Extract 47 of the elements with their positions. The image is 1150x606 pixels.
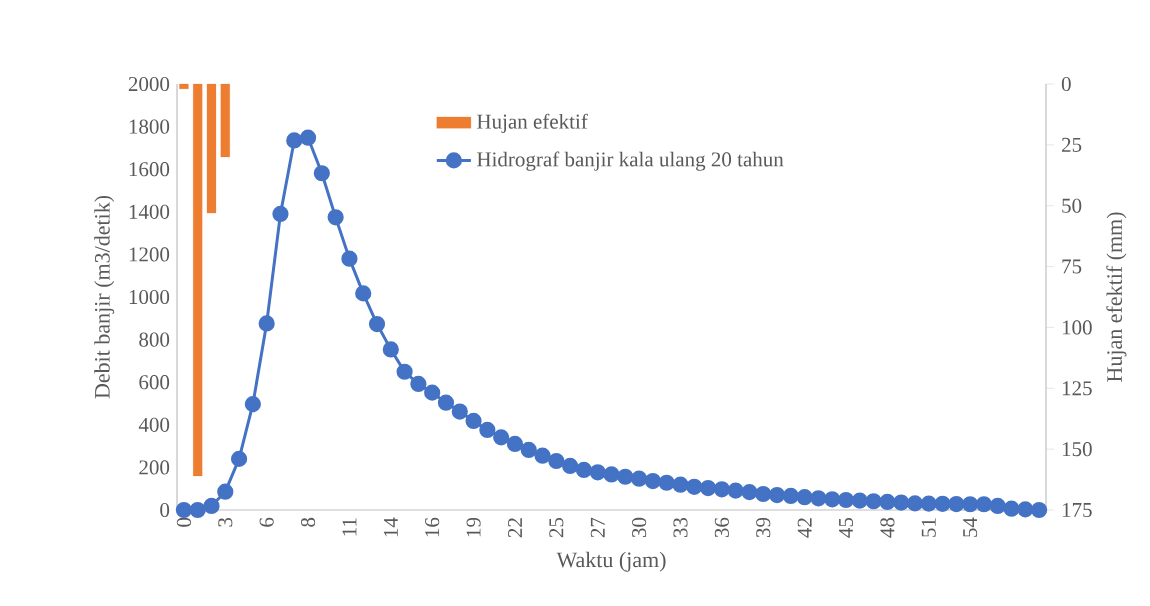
y2-tick-label: 50	[1062, 198, 1082, 213]
y-tick-label: 1600	[129, 162, 170, 177]
y2-axis-title: Hujan efektif (mm)	[1106, 212, 1127, 382]
legend-label: Hujan efektif	[477, 113, 588, 133]
y-tick-label: 800	[139, 332, 170, 347]
y2-tick-label: 75	[1062, 259, 1082, 274]
y2-tick-label: 25	[1061, 137, 1082, 152]
bar	[193, 83, 203, 477]
x-tick-label: 27	[590, 517, 605, 538]
x-tick-label: 8	[300, 517, 316, 527]
y-axis-title: Debit banjir (m3/detik)	[94, 195, 115, 399]
bar	[179, 83, 189, 89]
y2-tick-label: 125	[1062, 381, 1092, 396]
y-tick-label: 400	[138, 417, 170, 432]
y-tick-label: 1000	[129, 289, 170, 305]
y2-tick-label: 175	[1062, 502, 1092, 518]
x-tick-label: 33	[673, 517, 688, 538]
x-axis-title: Waktu (jam)	[556, 551, 666, 572]
x-tick-label: 0	[176, 517, 191, 527]
x-tick-label: 25	[549, 517, 564, 538]
x-tick-label: 16	[425, 517, 440, 537]
bar	[220, 83, 230, 158]
x-tick-label: 39	[756, 517, 771, 538]
x-tick-label: 48	[880, 517, 895, 538]
y-tick-label: 1800	[129, 119, 170, 134]
y-tick-label: 600	[139, 375, 170, 390]
x-tick-label: 30	[632, 517, 647, 538]
x-tick-label: 42	[797, 518, 812, 538]
bar	[206, 83, 217, 214]
x-tick-label: 51	[921, 518, 936, 537]
y-tick-label: 1200	[129, 247, 170, 262]
legend-label: Hidrograf banjir kala ulang 20 tahun	[477, 151, 784, 171]
y2-tick-label: 0	[1061, 76, 1071, 92]
y-tick-label: 2000	[128, 76, 170, 92]
y2-tick-label: 150	[1062, 442, 1092, 457]
x-tick-label: 45	[839, 517, 854, 538]
y2-tick-label: 100	[1062, 320, 1092, 335]
x-tick-label: 6	[259, 517, 274, 527]
x-tick-label: 54	[963, 517, 978, 537]
x-tick-label: 11	[342, 518, 357, 536]
x-tick-label: 19	[466, 517, 481, 537]
x-tick-label: 3	[218, 517, 233, 527]
y-tick-label: 1400	[129, 204, 170, 219]
y-tick-label: 200	[139, 460, 170, 475]
x-tick-label: 36	[714, 517, 729, 538]
x-tick-label: 14	[383, 517, 398, 537]
x-tick-label: 22	[508, 518, 522, 538]
